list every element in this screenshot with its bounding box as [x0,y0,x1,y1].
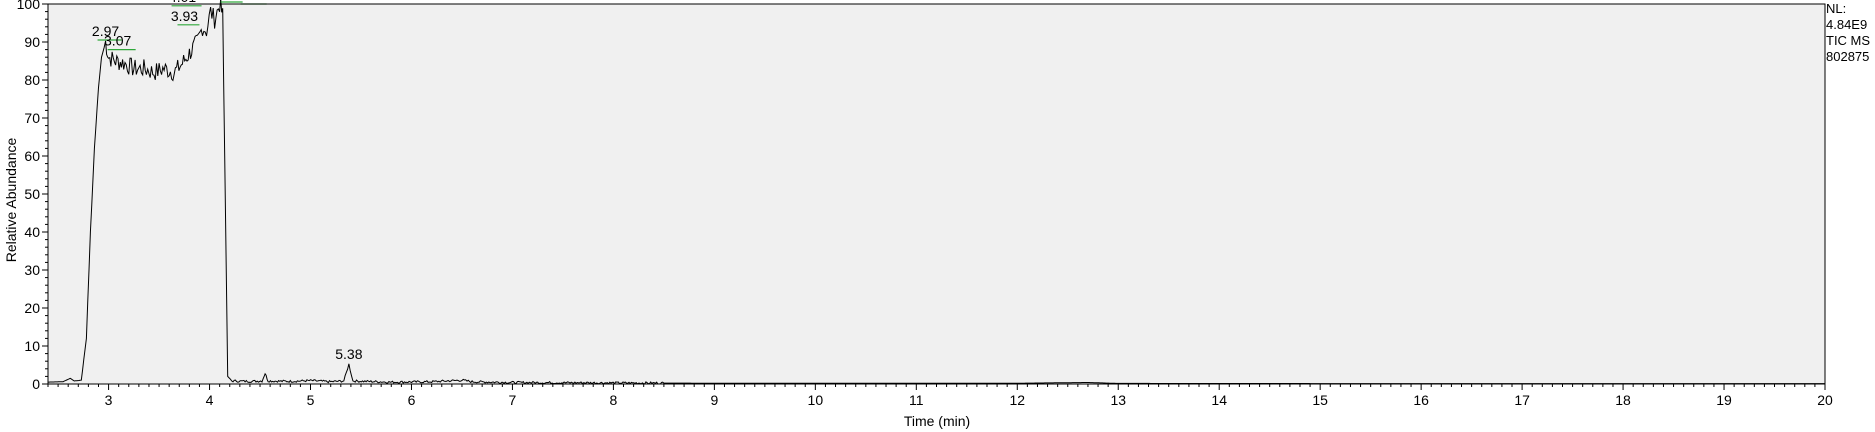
info-block: NL: 4.84E9 TIC MS 802875 [1826,1,1870,65]
x-tick-label: 3 [105,392,113,408]
x-tick-label: 11 [909,392,924,408]
peak-labels: 2.973.07 3.93 4.01 4.104.12 5.38 [92,0,363,362]
info-line-id: 802875 [1826,49,1870,64]
x-tick-label: 20 [1817,392,1833,408]
y-axis-label: Relative Abundance [3,138,19,263]
plot-frame [47,3,1826,385]
x-tick-label: 15 [1312,392,1328,408]
y-tick-label: 50 [24,186,40,202]
y-tick-label: 40 [24,224,40,240]
peak-label: 3.07 [104,33,131,49]
x-tick-label: 12 [1009,392,1025,408]
y-tick-label: 90 [24,34,40,50]
x-axis-label: Time (min) [904,413,970,429]
y-tick-label: 0 [32,376,40,392]
plot-background [48,4,1825,384]
x-tick-label: 17 [1514,392,1530,408]
x-tick-label: 4 [206,392,214,408]
x-tick-label: 9 [710,392,718,408]
x-tick-label: 13 [1110,392,1126,408]
info-line-value: 4.84E9 [1826,17,1868,32]
x-tick-label: 8 [610,392,618,408]
y-tick-label: 10 [24,338,40,354]
y-tick-label: 100 [17,0,41,12]
peak-label: 4.12 [236,0,263,3]
x-tick-label: 14 [1211,392,1227,408]
y-tick-label: 20 [24,300,40,316]
peak-label: 3.93 [171,8,198,24]
y-tick-label: 80 [24,72,40,88]
x-tick-label: 5 [307,392,315,408]
y-axis: 0 10 20 30 40 50 60 70 80 90 100 [17,0,48,392]
peak-label: 2.97 [92,23,119,39]
peak-label: 5.38 [335,346,362,362]
info-line-scan: TIC MS [1826,33,1871,48]
x-tick-label: 6 [408,392,416,408]
y-tick-label: 70 [24,110,40,126]
peak-label: 4.10 [214,0,241,1]
y-tick-label: 60 [24,148,40,164]
x-tick-label: 18 [1615,392,1631,408]
x-tick-label: 19 [1716,392,1732,408]
y-tick-label: 30 [24,262,40,278]
x-axis: 3 4 5 6 7 8 9 10 11 12 13 14 15 16 17 18 19 20 [47,384,1833,408]
x-tick-label: 10 [808,392,824,408]
x-tick-label: 7 [509,392,517,408]
peak-label: 4.01 [169,0,196,5]
x-tick-label: 16 [1413,392,1429,408]
info-line-nl: NL: [1826,1,1847,16]
